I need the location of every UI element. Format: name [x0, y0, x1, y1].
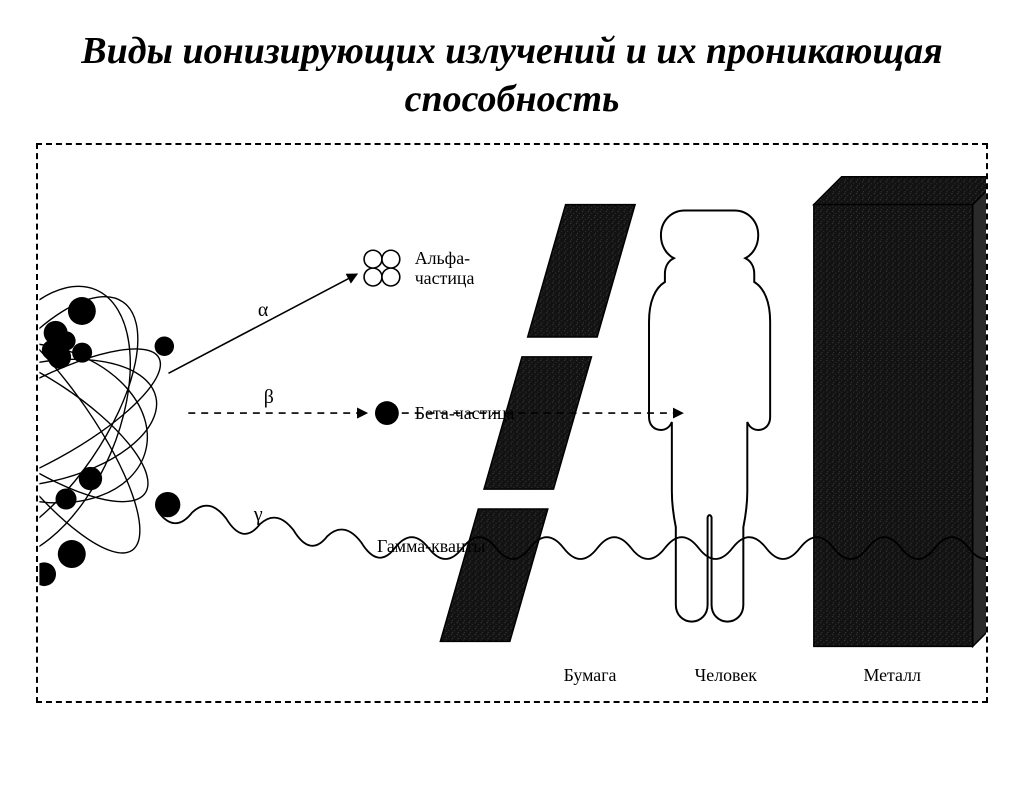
radiation-diagram: α β γ Альфа- частица Бета-частица Гамма-…	[38, 145, 986, 701]
barrier-metal	[814, 177, 986, 647]
beta-particle-icon	[375, 401, 399, 425]
atom-source	[38, 260, 180, 587]
alpha-particle-icon	[364, 250, 400, 286]
human-label: Человек	[695, 665, 758, 685]
barrier-human	[649, 211, 770, 622]
diagram-frame: α β γ Альфа- частица Бета-частица Гамма-…	[36, 143, 988, 703]
beta-symbol: β	[264, 386, 274, 408]
gamma-label: Гамма-кванты	[377, 536, 485, 556]
beta-label: Бета-частица	[415, 403, 515, 423]
paper-label: Бумага	[564, 665, 617, 685]
gamma-symbol: γ	[253, 503, 263, 525]
page-title: Виды ионизирующих излучений и их проника…	[40, 28, 984, 123]
metal-label: Металл	[863, 665, 921, 685]
alpha-symbol: α	[258, 299, 268, 321]
alpha-label: Альфа-	[415, 248, 470, 268]
alpha-ray	[168, 274, 357, 373]
alpha-label-line2: частица	[415, 268, 475, 288]
